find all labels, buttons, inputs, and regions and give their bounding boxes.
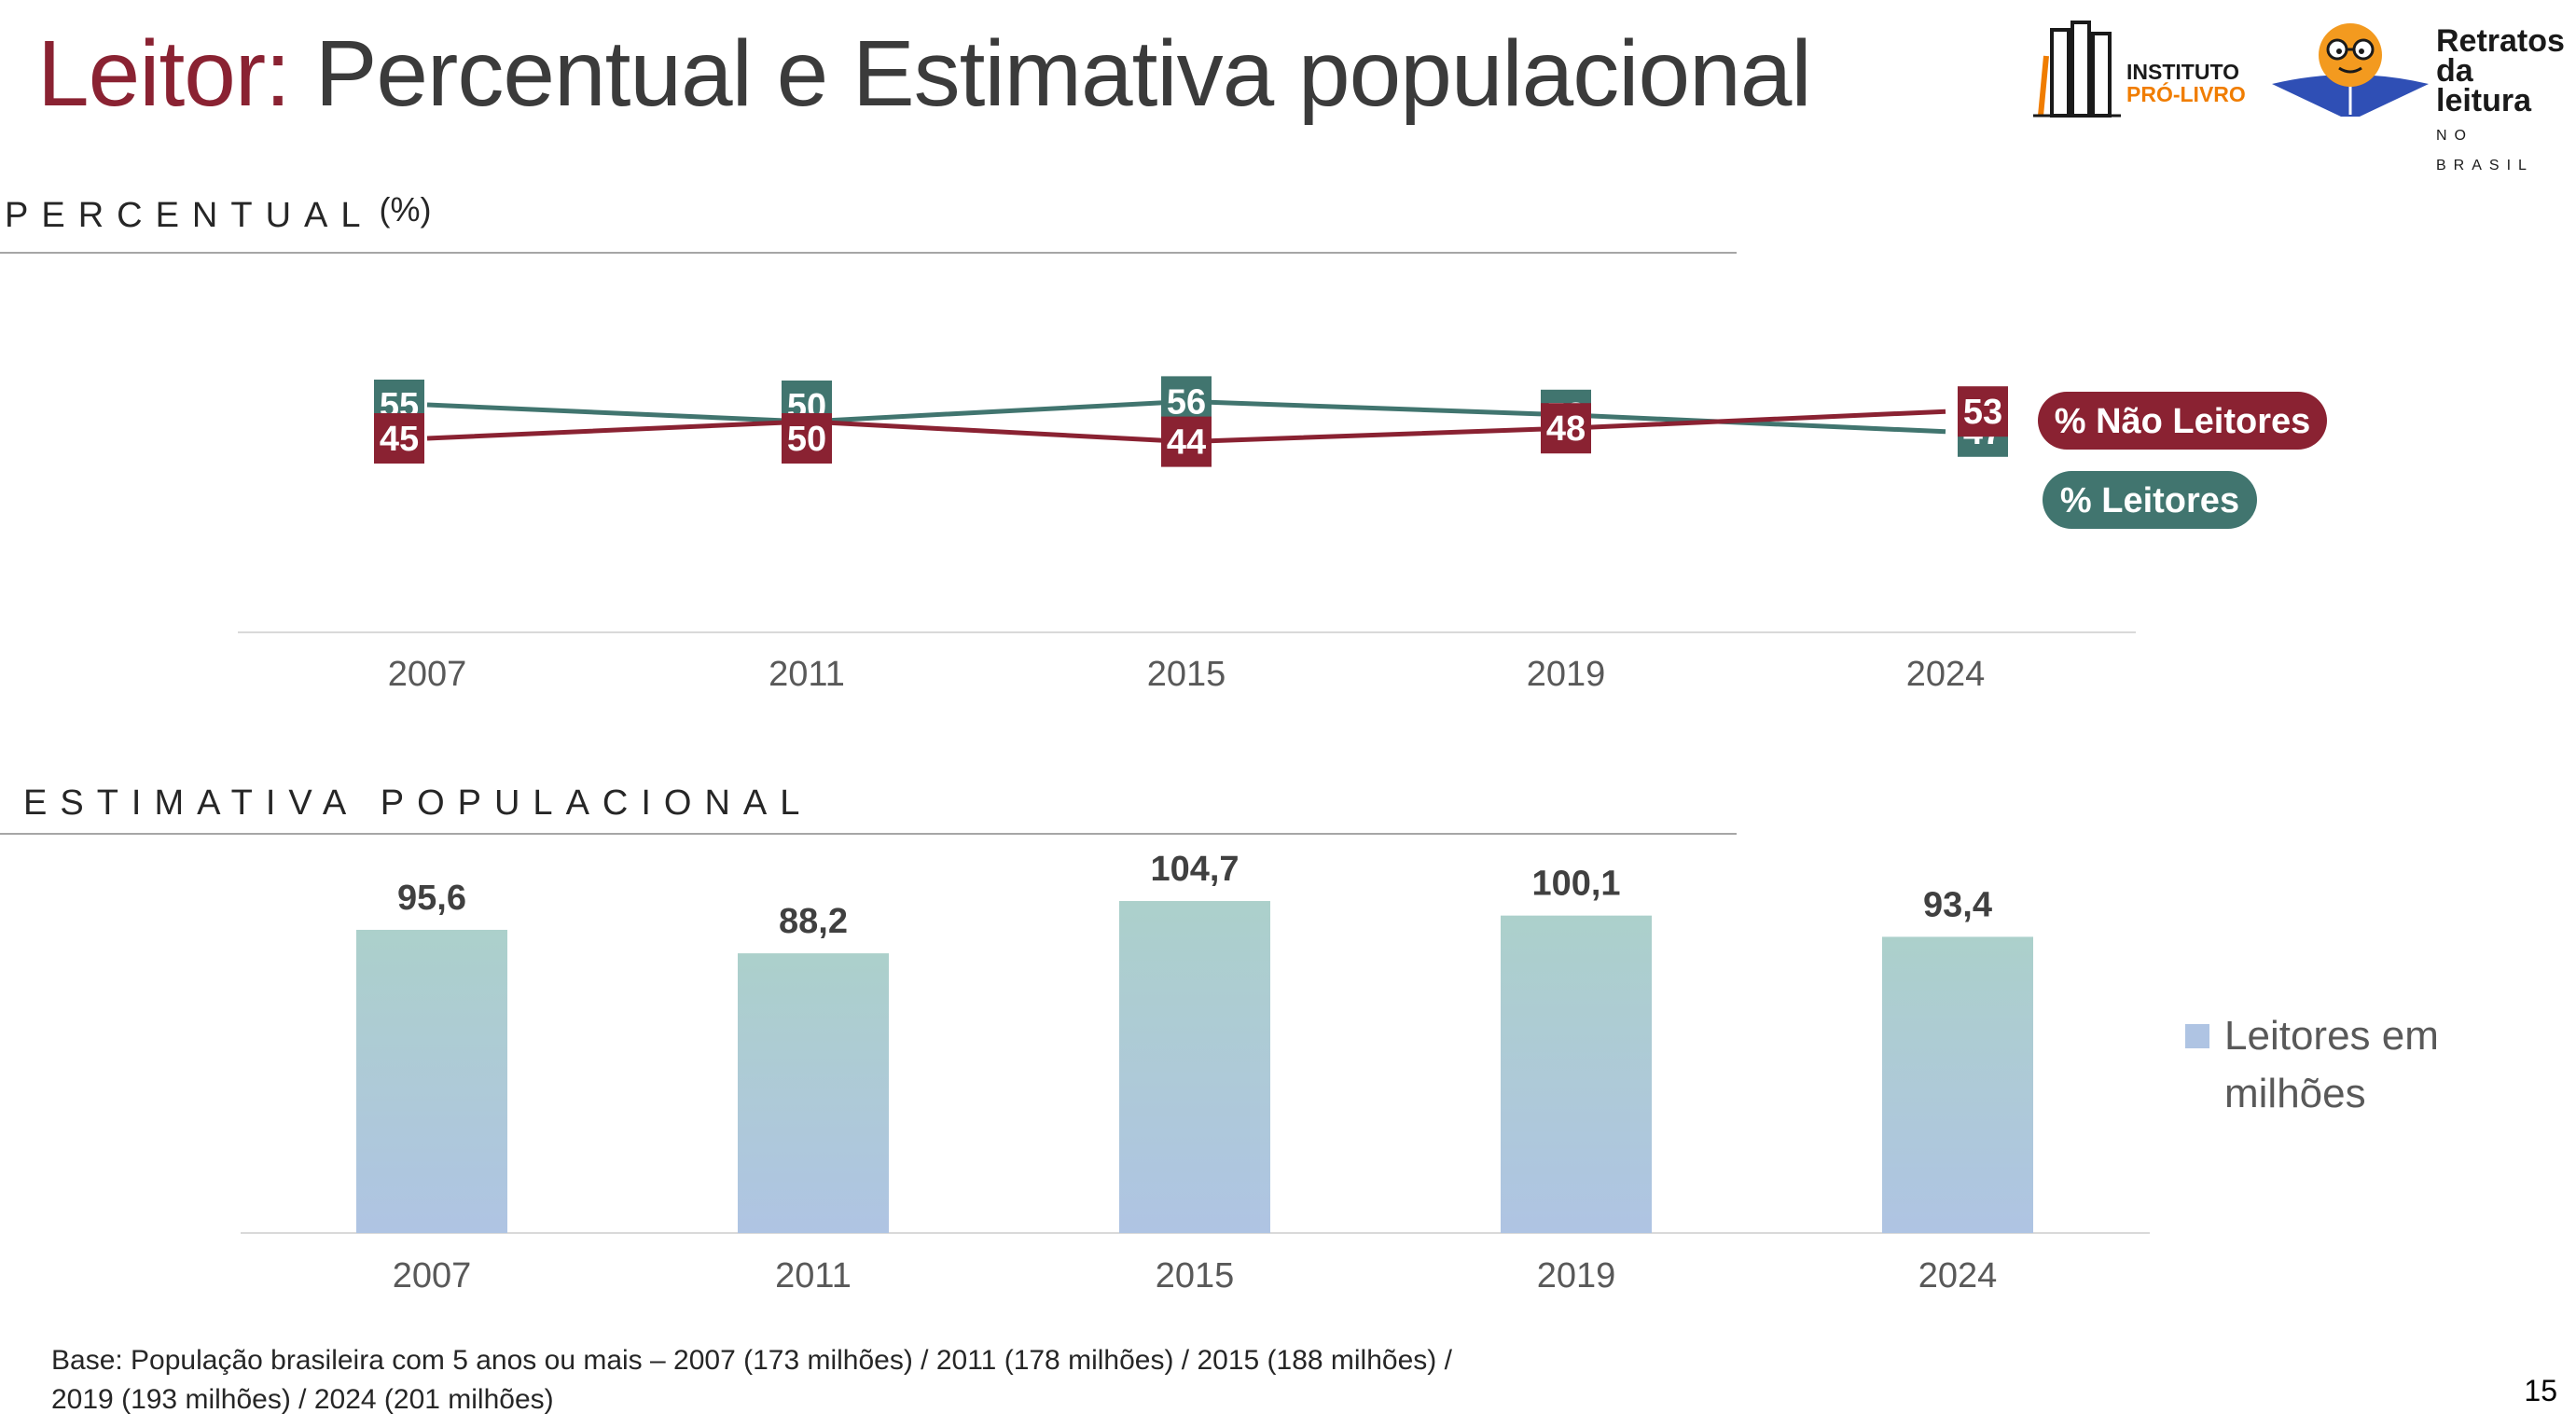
page-title: Leitor: Percentual e Estimativa populaci… [37,21,1812,128]
bar-x-tick-label: 2024 [1918,1256,1998,1295]
line-data-label: 53 [1963,393,2002,432]
bar [356,929,507,1233]
line-data-label: 56 [1167,382,1206,422]
bar-data-label: 95,6 [397,879,466,918]
footnote-line1: Base: População brasileira com 5 anos ou… [51,1345,1452,1376]
bar-data-label: 93,4 [1923,885,1992,924]
section-rule-estimativa [0,833,1737,835]
rdl-logo-line3: NO BRASIL [2436,128,2534,173]
ipl-logo-line2: PRÓ-LIVRO [2126,82,2246,106]
bar [1882,936,2033,1233]
ipl-logo-line1: INSTITUTO [2126,60,2239,84]
line-data-label: 50 [787,420,826,459]
ipl-logo-text: INSTITUTO PRÓ-LIVRO [2126,61,2246,105]
bar-x-tick-label: 2011 [775,1256,852,1295]
bar-legend-label: Leitores em [2224,1013,2439,1059]
bar-data-label: 100,1 [1531,865,1620,904]
footnote-line2: 2019 (193 milhões) / 2024 (201 milhões) [51,1384,554,1415]
line-series-name-pill [2043,471,2257,529]
line-x-tick-label: 2007 [388,655,467,694]
footnote: Base: População brasileira com 5 anos ou… [51,1341,1637,1420]
section-rule-percentual [0,252,1737,254]
bar-x-tick-label: 2019 [1537,1256,1616,1295]
line-data-label: 48 [1546,409,1586,449]
books-logo-icon [2033,21,2121,118]
bar-legend-swatch [2185,1024,2209,1048]
line-x-tick-label: 2011 [769,655,845,694]
line-data-label-box [1958,386,2008,437]
title-rest: Percentual e Estimativa populacional [289,21,1812,126]
line-data-label: 44 [1167,423,1206,463]
line-x-tick-label: 2015 [1147,655,1226,694]
rdl-logo-line1: Retratos [2436,23,2565,59]
line-data-label-box [374,413,424,464]
section-label-percentual: PERCENTUAL [5,196,374,235]
line-x-tick-label: 2024 [1906,655,1986,694]
bar-x-tick-label: 2015 [1156,1256,1235,1295]
bar-legend-label: milhões [2224,1071,2366,1116]
bar [1501,915,1652,1233]
line-data-label-box [782,413,832,464]
section-unit-percentual: (%) [379,190,432,229]
bar-x-tick-label: 2007 [393,1256,472,1295]
line-series-name-pill [2038,392,2327,450]
line-data-label-box [1161,416,1212,467]
line-series-name: % Leitores [2060,481,2239,520]
bar-data-label: 88,2 [779,902,848,941]
page-number: 15 [2524,1374,2557,1407]
reading-face-logo-icon [2272,23,2429,117]
bar [1119,901,1270,1233]
line-series-name: % Não Leitores [2055,402,2311,441]
title-accent: Leitor: [37,21,291,126]
rdl-logo-line2: da leitura [2436,53,2532,118]
rdl-logo-text: Retratos da leitura NO BRASIL [2436,23,2576,181]
bar [738,953,889,1233]
line-data-label: 45 [380,420,419,459]
bar-data-label: 104,7 [1150,850,1239,889]
section-title-estimativa: ESTIMATIVA POPULACIONAL [23,783,812,824]
section-title-percentual: PERCENTUAL (%) [5,190,432,236]
section-label-estimativa: ESTIMATIVA POPULACIONAL [23,783,813,823]
line-data-label-box [1541,403,1591,454]
line-x-tick-label: 2019 [1527,655,1606,694]
